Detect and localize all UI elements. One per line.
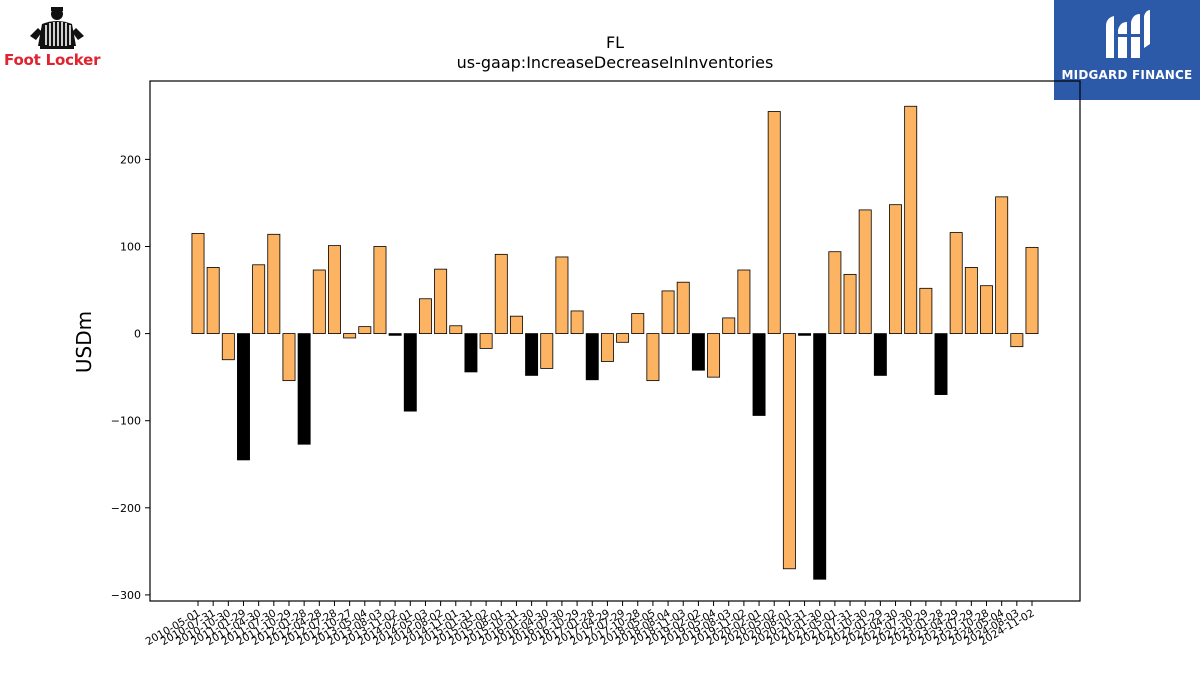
bar-2020-08-01: [782, 333, 796, 570]
midgard-finance-logo: MIDGARD FINANCE: [1054, 0, 1200, 100]
y-tick-label: −100: [111, 415, 141, 428]
bar-2012-01-28: [297, 333, 311, 445]
plot-frame: [149, 80, 1081, 602]
bar-2023-04-29: [949, 232, 963, 334]
bar-2022-04-30: [889, 204, 902, 335]
bar-2015-10-31: [509, 315, 523, 334]
bar-2016-07-30: [555, 256, 569, 335]
bar-2015-01-31: [464, 333, 478, 373]
bar-2019-08-03: [722, 317, 736, 335]
foot-locker-wordmark: Foot Locker: [4, 51, 101, 69]
chart-title: FL: [606, 33, 624, 52]
foot-locker-logo: Foot Locker: [2, 4, 110, 70]
bar-2017-07-29: [616, 333, 630, 343]
y-tick-label: 0: [134, 328, 141, 341]
bar-2015-08-01: [494, 253, 508, 334]
bar-2014-02-01: [403, 333, 417, 412]
bar-2014-11-01: [449, 325, 463, 335]
bar-2013-08-03: [373, 246, 387, 334]
bar-2018-11-03: [676, 281, 690, 334]
bar-2023-10-28: [980, 285, 993, 335]
bar-2010-10-30: [221, 333, 235, 361]
bar-2022-07-30: [904, 105, 918, 334]
bar-2024-08-03: [1010, 333, 1024, 348]
bar-2020-02-01: [752, 333, 766, 416]
bar-2020-10-31: [798, 333, 812, 336]
bar-2020-05-02: [767, 111, 781, 334]
y-tick-label: 200: [120, 153, 141, 166]
bar-2021-07-31: [843, 273, 857, 334]
bar-2021-05-01: [828, 251, 842, 334]
bar-2022-01-29: [873, 333, 887, 376]
bar-2015-05-02: [479, 333, 493, 349]
chart-subtitle: us-gaap:IncreaseDecreaseInInventories: [457, 53, 774, 72]
bar-2019-11-02: [737, 269, 751, 334]
bar-2017-01-28: [585, 333, 599, 381]
x-axis: 2010-05-012010-07-312010-10-302011-01-29…: [144, 601, 1037, 648]
midgard-mark-icon: [1106, 10, 1150, 58]
bar-2011-07-30: [267, 233, 281, 335]
bar-2019-02-02: [691, 333, 705, 371]
y-axis: −300 −200 −100 0 100 200: [111, 153, 150, 602]
referee-mascot-icon: [30, 7, 84, 49]
bar-2021-01-30: [813, 333, 827, 580]
bar-2019-05-04: [707, 333, 721, 378]
bar-2016-10-29: [570, 310, 584, 335]
y-axis-label: USDm: [72, 311, 96, 373]
bar-2018-08-04: [661, 290, 675, 335]
bar-2012-10-27: [343, 333, 357, 339]
bar-2011-01-29: [237, 333, 250, 461]
bar-series: [191, 105, 1039, 580]
bar-2018-05-05: [646, 333, 660, 382]
bar-2017-04-29: [600, 333, 614, 362]
bar-2011-10-29: [282, 333, 296, 382]
y-tick-label: −200: [111, 502, 141, 515]
bar-2010-07-31: [206, 266, 220, 334]
bar-2021-10-30: [858, 209, 872, 335]
bar-2022-10-29: [919, 287, 933, 334]
y-tick-label: 100: [120, 240, 141, 253]
bar-2023-07-29: [964, 266, 978, 334]
bar-2016-01-30: [525, 333, 539, 376]
bar-2013-05-04: [358, 326, 372, 335]
bar-2012-04-28: [312, 269, 326, 334]
bar-2014-05-03: [418, 298, 432, 335]
bar-2024-11-02: [1025, 246, 1039, 334]
bar-2014-08-02: [434, 268, 448, 335]
bar-2012-07-28: [328, 245, 341, 334]
bar-2024-05-04: [995, 196, 1009, 335]
bar-2017-10-28: [631, 313, 645, 334]
bar-2016-04-30: [540, 333, 554, 369]
y-tick-label: −300: [111, 589, 141, 602]
bar-2011-04-30: [252, 264, 266, 335]
bar-2010-05-01: [191, 233, 205, 334]
bar-2023-01-28: [934, 333, 948, 395]
bar-2013-11-02: [388, 333, 402, 336]
midgard-wordmark: MIDGARD FINANCE: [1061, 68, 1193, 82]
